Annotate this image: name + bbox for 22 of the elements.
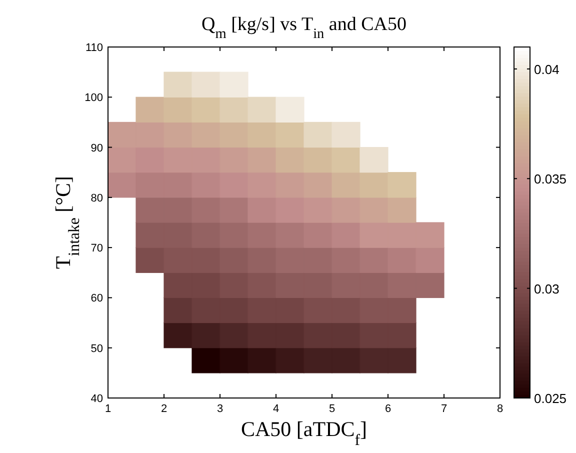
y-tick-label: 70 [90, 242, 103, 255]
y-tick-label: 60 [90, 292, 103, 305]
y-tick-label: 110 [85, 42, 103, 54]
x-tick-label: 7 [440, 403, 448, 415]
x-tick-label: 8 [496, 403, 504, 415]
y-tick-label: 50 [90, 342, 103, 355]
color-bar-label: 0.025 [534, 391, 567, 406]
chart-title: Q$_{m}$ [kg/s] vs T$_{in}$ and CA50 [202, 14, 406, 42]
x-tick-label: 5 [328, 403, 336, 415]
y-tick-label: 40 [90, 393, 103, 405]
x-tick-label: 4 [272, 403, 280, 415]
x-tick-label: 1 [104, 403, 112, 415]
y-tick-label: 100 [84, 92, 103, 104]
x-tick-label: 2 [160, 403, 168, 415]
color-bar-label: 0.04 [534, 62, 560, 77]
x-tick-label: 3 [216, 403, 224, 415]
x-axis-title: CA50 [aTDC$_{f}$] [241, 417, 367, 448]
color-bar-label: 0.035 [534, 172, 567, 187]
y-tick-label: 80 [90, 192, 103, 204]
x-tick-label: 6 [384, 403, 392, 415]
color-bar-label: 0.03 [534, 281, 560, 296]
y-tick-label: 90 [90, 142, 103, 154]
